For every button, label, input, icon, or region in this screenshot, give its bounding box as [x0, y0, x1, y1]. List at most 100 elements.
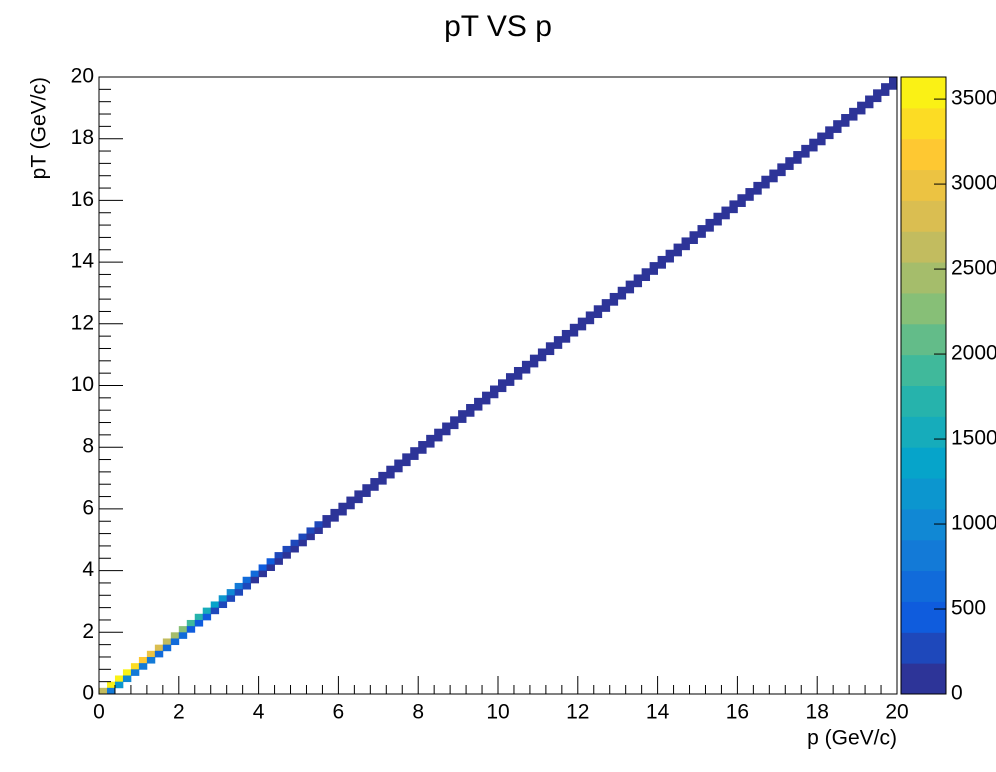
cell — [402, 459, 411, 467]
cell — [138, 663, 148, 670]
cell — [234, 589, 244, 596]
palette-band — [901, 447, 946, 479]
cell — [106, 681, 116, 689]
cell — [785, 163, 794, 170]
cell — [298, 539, 307, 547]
y-tick-label: 4 — [82, 558, 94, 581]
cell — [466, 410, 475, 417]
cell — [202, 613, 212, 621]
palette-band — [901, 508, 946, 541]
cell — [274, 552, 283, 559]
cell — [801, 144, 810, 152]
cell — [769, 169, 778, 177]
cell — [569, 323, 579, 331]
cell — [274, 558, 283, 565]
cell — [482, 397, 491, 405]
cell — [450, 416, 459, 423]
cell — [681, 243, 690, 251]
y-tick-label: 6 — [82, 496, 94, 519]
cell — [258, 570, 267, 578]
palette-band — [901, 570, 946, 602]
palette-band — [901, 354, 946, 386]
cell — [266, 558, 275, 565]
palette-band — [901, 601, 946, 633]
cell — [410, 447, 419, 454]
cell — [282, 545, 291, 553]
cell — [178, 626, 188, 633]
cell — [553, 342, 563, 349]
cell — [889, 77, 898, 84]
cell — [833, 120, 842, 127]
cell — [689, 237, 698, 244]
cell — [769, 175, 778, 183]
x-tick-label: 0 — [93, 701, 105, 724]
cell — [250, 576, 259, 584]
cell — [346, 496, 355, 504]
cell — [585, 317, 595, 325]
cell — [673, 249, 682, 257]
y-tick-label: 8 — [82, 435, 94, 458]
cell — [482, 391, 491, 399]
z-tick-label: 1500 — [951, 427, 996, 450]
cell — [817, 132, 826, 140]
palette-band — [901, 262, 946, 294]
cell — [793, 157, 802, 164]
cell — [114, 681, 124, 689]
cell — [865, 101, 874, 109]
cell — [242, 582, 252, 590]
cell — [474, 397, 483, 405]
cell — [521, 360, 531, 368]
cell — [689, 231, 698, 238]
cell — [729, 200, 738, 207]
cell — [553, 336, 563, 343]
palette-band — [901, 663, 946, 695]
cell — [418, 441, 427, 448]
y-tick-label: 2 — [82, 620, 94, 643]
cell — [378, 471, 387, 479]
y-tick-label: 12 — [71, 311, 94, 334]
chart-title: pT VS p — [444, 10, 552, 43]
cell — [338, 502, 347, 510]
cell — [346, 502, 355, 510]
palette-band — [901, 416, 946, 448]
cell — [170, 638, 180, 646]
cell — [162, 644, 172, 652]
cell — [825, 126, 834, 133]
cell — [498, 379, 507, 386]
cell — [641, 268, 651, 275]
y-tick-label: 18 — [71, 126, 94, 149]
cell — [170, 632, 180, 639]
cell — [737, 194, 746, 201]
cell — [785, 157, 794, 164]
cell — [378, 478, 387, 485]
cell — [745, 188, 754, 195]
cell — [545, 342, 555, 349]
cell — [761, 175, 770, 183]
cell — [194, 619, 204, 627]
cell — [625, 286, 635, 294]
cell — [657, 255, 666, 263]
cell — [186, 619, 196, 627]
palette-band — [901, 169, 946, 201]
y-tick-label: 16 — [71, 188, 94, 211]
cell — [841, 114, 850, 121]
cell — [721, 206, 730, 214]
cell — [737, 200, 746, 207]
palette-band — [901, 385, 946, 417]
cell — [99, 687, 108, 695]
cell — [817, 138, 826, 146]
cell — [154, 650, 164, 658]
cell — [745, 194, 754, 201]
cell — [426, 441, 435, 448]
cell — [202, 607, 212, 615]
cell — [857, 107, 866, 115]
cell — [753, 188, 762, 195]
cell — [130, 669, 140, 676]
x-tick-label: 4 — [253, 701, 265, 724]
cell — [801, 151, 810, 158]
cell — [314, 527, 323, 534]
cell — [537, 348, 547, 356]
cell — [226, 595, 236, 602]
